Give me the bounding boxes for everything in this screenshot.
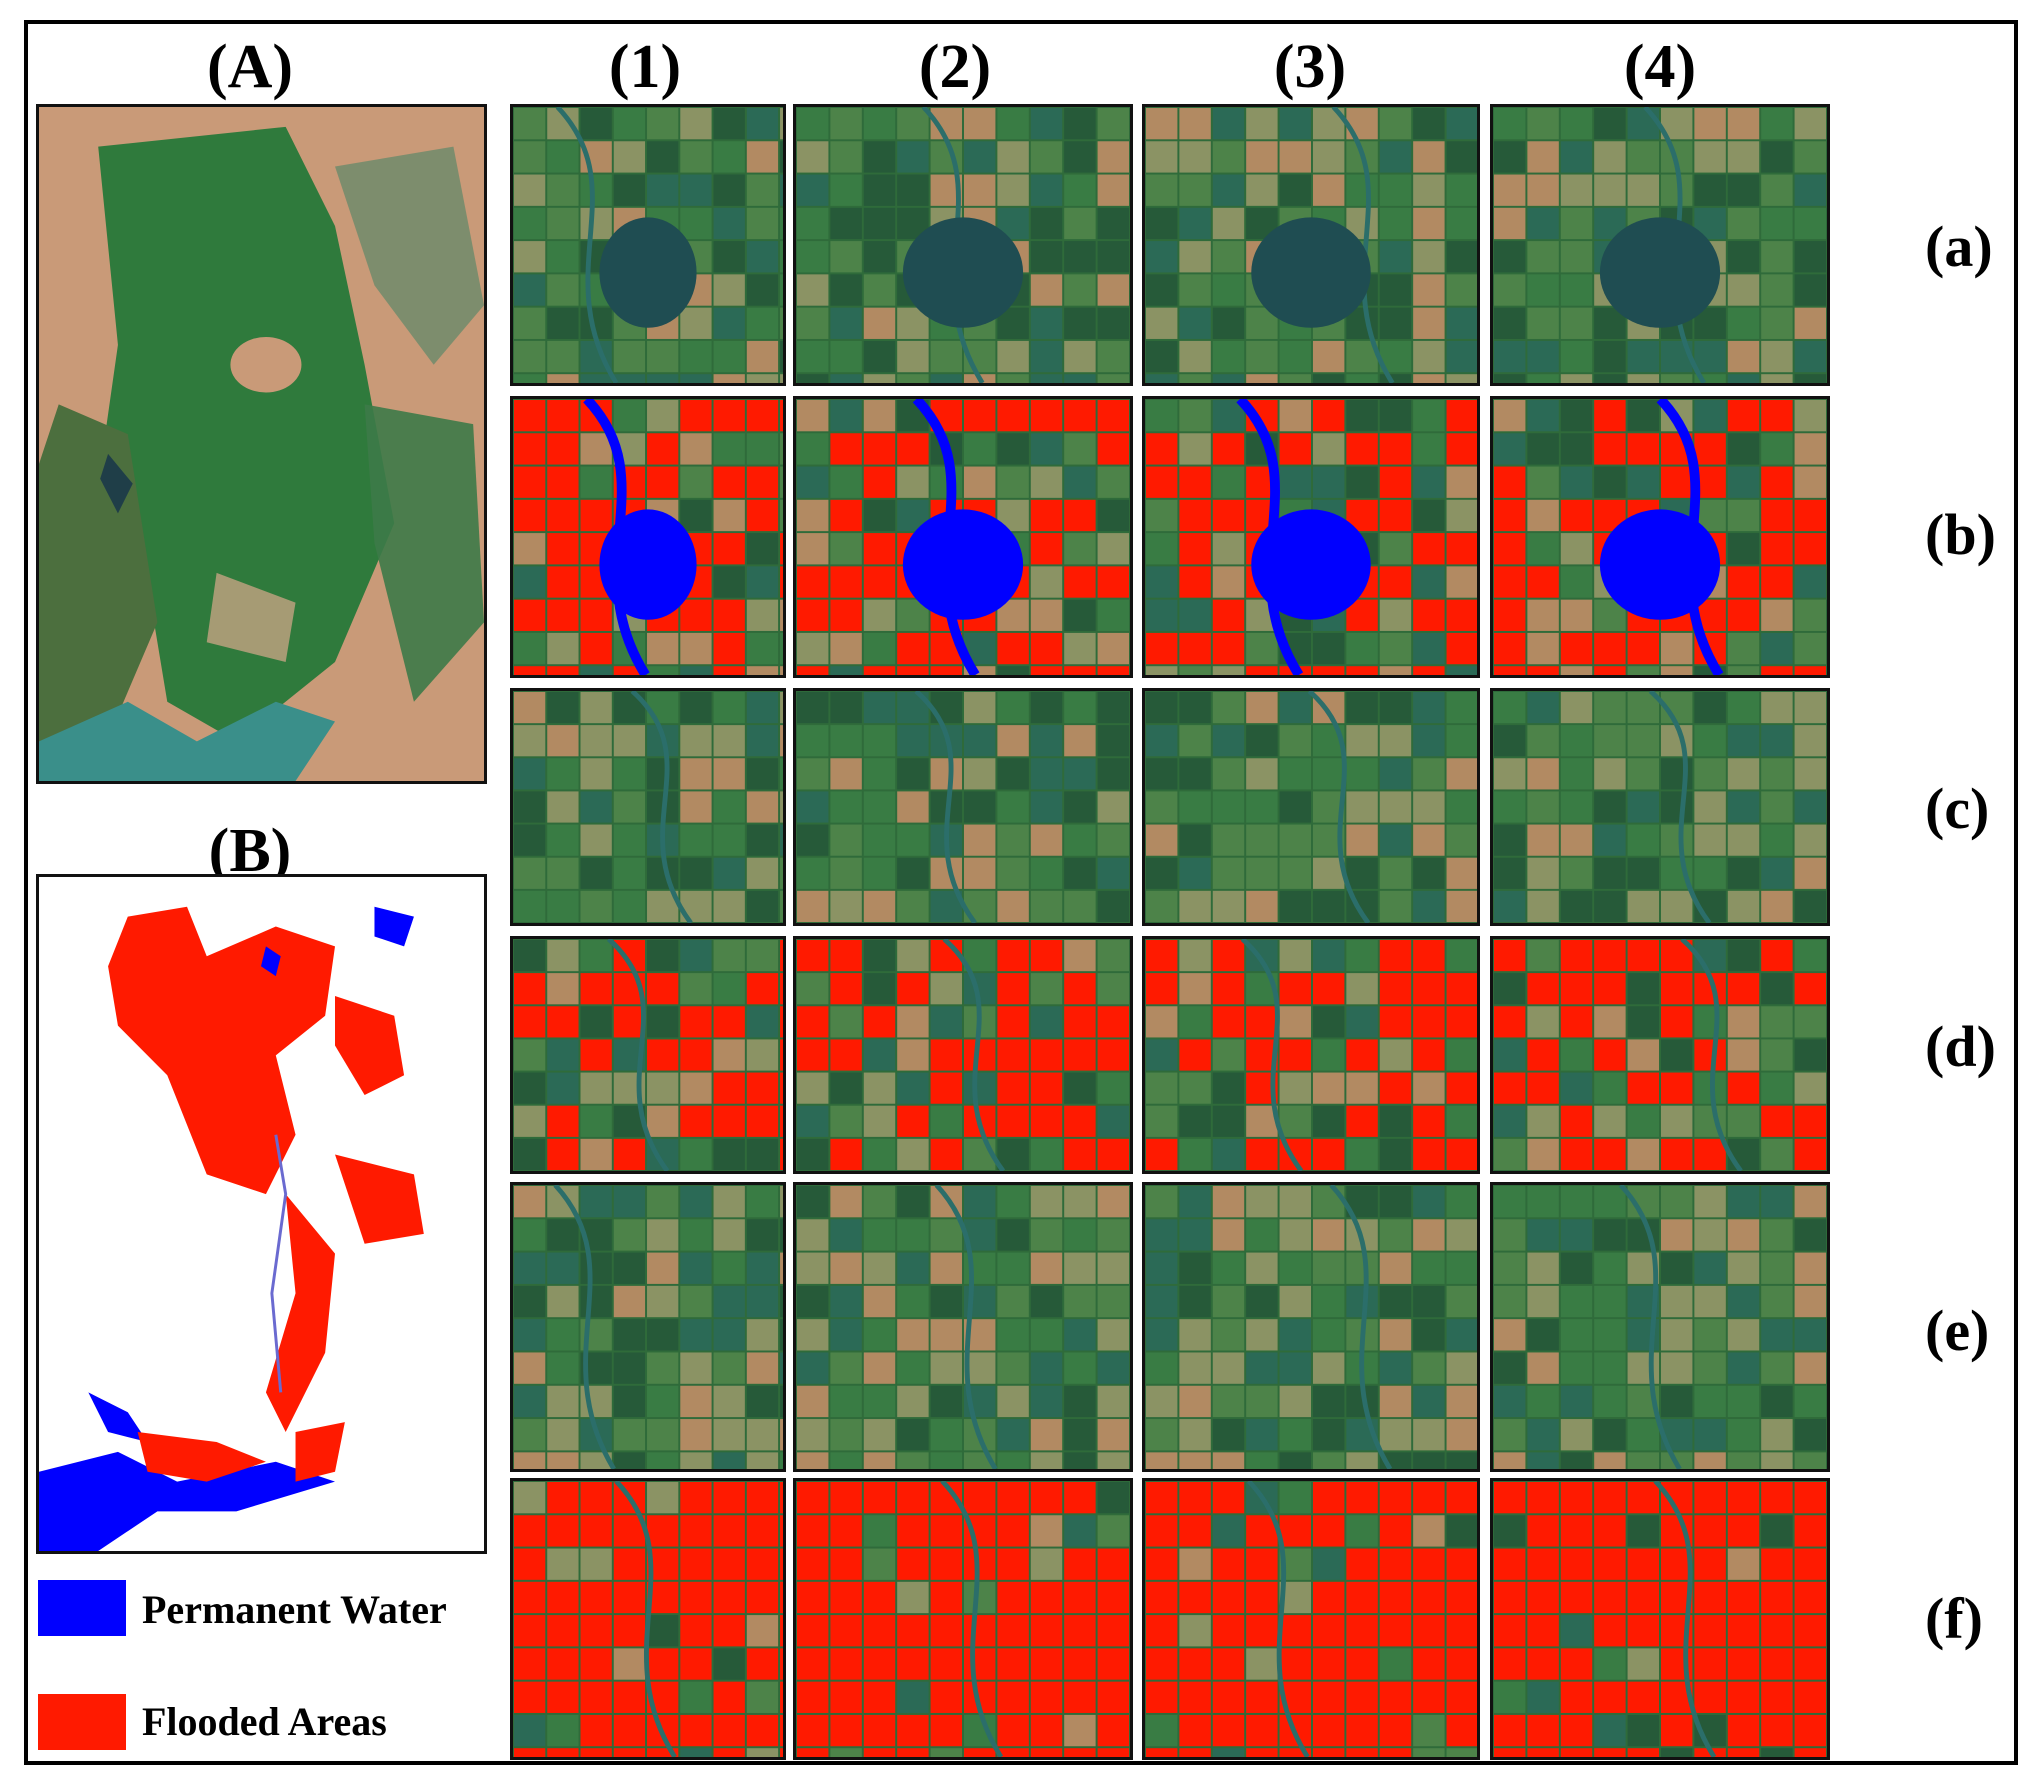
tile-f-4 bbox=[1490, 1478, 1830, 1760]
legend-permanent-water-swatch bbox=[38, 1580, 126, 1636]
tile-b-4 bbox=[1490, 396, 1830, 678]
tile-b-3 bbox=[1142, 396, 1480, 678]
tile-d-2 bbox=[793, 936, 1133, 1174]
tile-c-4 bbox=[1490, 688, 1830, 926]
figure-frame bbox=[24, 20, 2018, 1765]
row-label-c: (c) bbox=[1925, 776, 1990, 841]
tile-c-1 bbox=[510, 688, 786, 926]
panel-a-satellite-image bbox=[36, 104, 487, 784]
tile-b-2 bbox=[793, 396, 1133, 678]
tile-e-1 bbox=[510, 1182, 786, 1472]
legend-flooded-areas-swatch bbox=[38, 1694, 126, 1750]
column-label-3: (3) bbox=[1273, 33, 1347, 101]
tile-b-1 bbox=[510, 396, 786, 678]
panel-b-label: (B) bbox=[208, 817, 292, 885]
row-label-a: (a) bbox=[1925, 214, 1993, 279]
row-label-f: (f) bbox=[1925, 1586, 1983, 1651]
legend-permanent-water-label: Permanent Water bbox=[142, 1587, 447, 1632]
tile-c-2 bbox=[793, 688, 1133, 926]
tile-a-3 bbox=[1142, 104, 1480, 386]
panel-a-label: (A) bbox=[206, 33, 294, 101]
tile-a-2 bbox=[793, 104, 1133, 386]
tile-d-3 bbox=[1142, 936, 1480, 1174]
tile-a-4 bbox=[1490, 104, 1830, 386]
tile-a-1 bbox=[510, 104, 786, 386]
tile-e-2 bbox=[793, 1182, 1133, 1472]
panel-b-flood-map bbox=[36, 874, 487, 1554]
row-label-e: (e) bbox=[1925, 1298, 1990, 1363]
legend-flooded-areas-label: Flooded Areas bbox=[142, 1699, 387, 1744]
tile-d-4 bbox=[1490, 936, 1830, 1174]
tile-f-2 bbox=[793, 1478, 1133, 1760]
tile-e-4 bbox=[1490, 1182, 1830, 1472]
row-label-d: (d) bbox=[1925, 1014, 1996, 1079]
column-label-2: (2) bbox=[918, 33, 992, 101]
tile-f-1 bbox=[510, 1478, 786, 1760]
tile-f-3 bbox=[1142, 1478, 1480, 1760]
column-label-1: (1) bbox=[608, 33, 682, 101]
tile-e-3 bbox=[1142, 1182, 1480, 1472]
column-label-4: (4) bbox=[1623, 33, 1697, 101]
tile-d-1 bbox=[510, 936, 786, 1174]
row-label-b: (b) bbox=[1925, 502, 1996, 567]
tile-c-3 bbox=[1142, 688, 1480, 926]
